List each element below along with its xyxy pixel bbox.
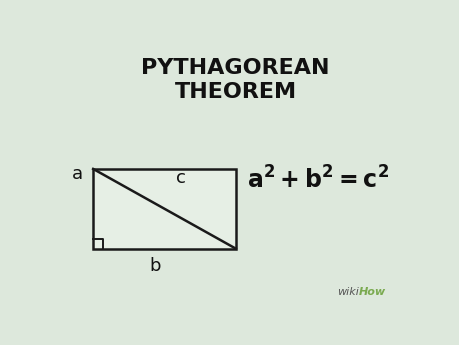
Text: c: c [175, 169, 185, 187]
Text: $\mathbf{a^2 + b^2 = c^2}$: $\mathbf{a^2 + b^2 = c^2}$ [246, 166, 388, 193]
Text: How: How [358, 287, 385, 297]
Text: wiki: wiki [336, 287, 358, 297]
Bar [93, 169, 235, 249]
Text: PYTHAGOREAN
THEOREM: PYTHAGOREAN THEOREM [141, 58, 329, 102]
Text: a: a [72, 165, 83, 183]
Text: b: b [150, 257, 161, 275]
